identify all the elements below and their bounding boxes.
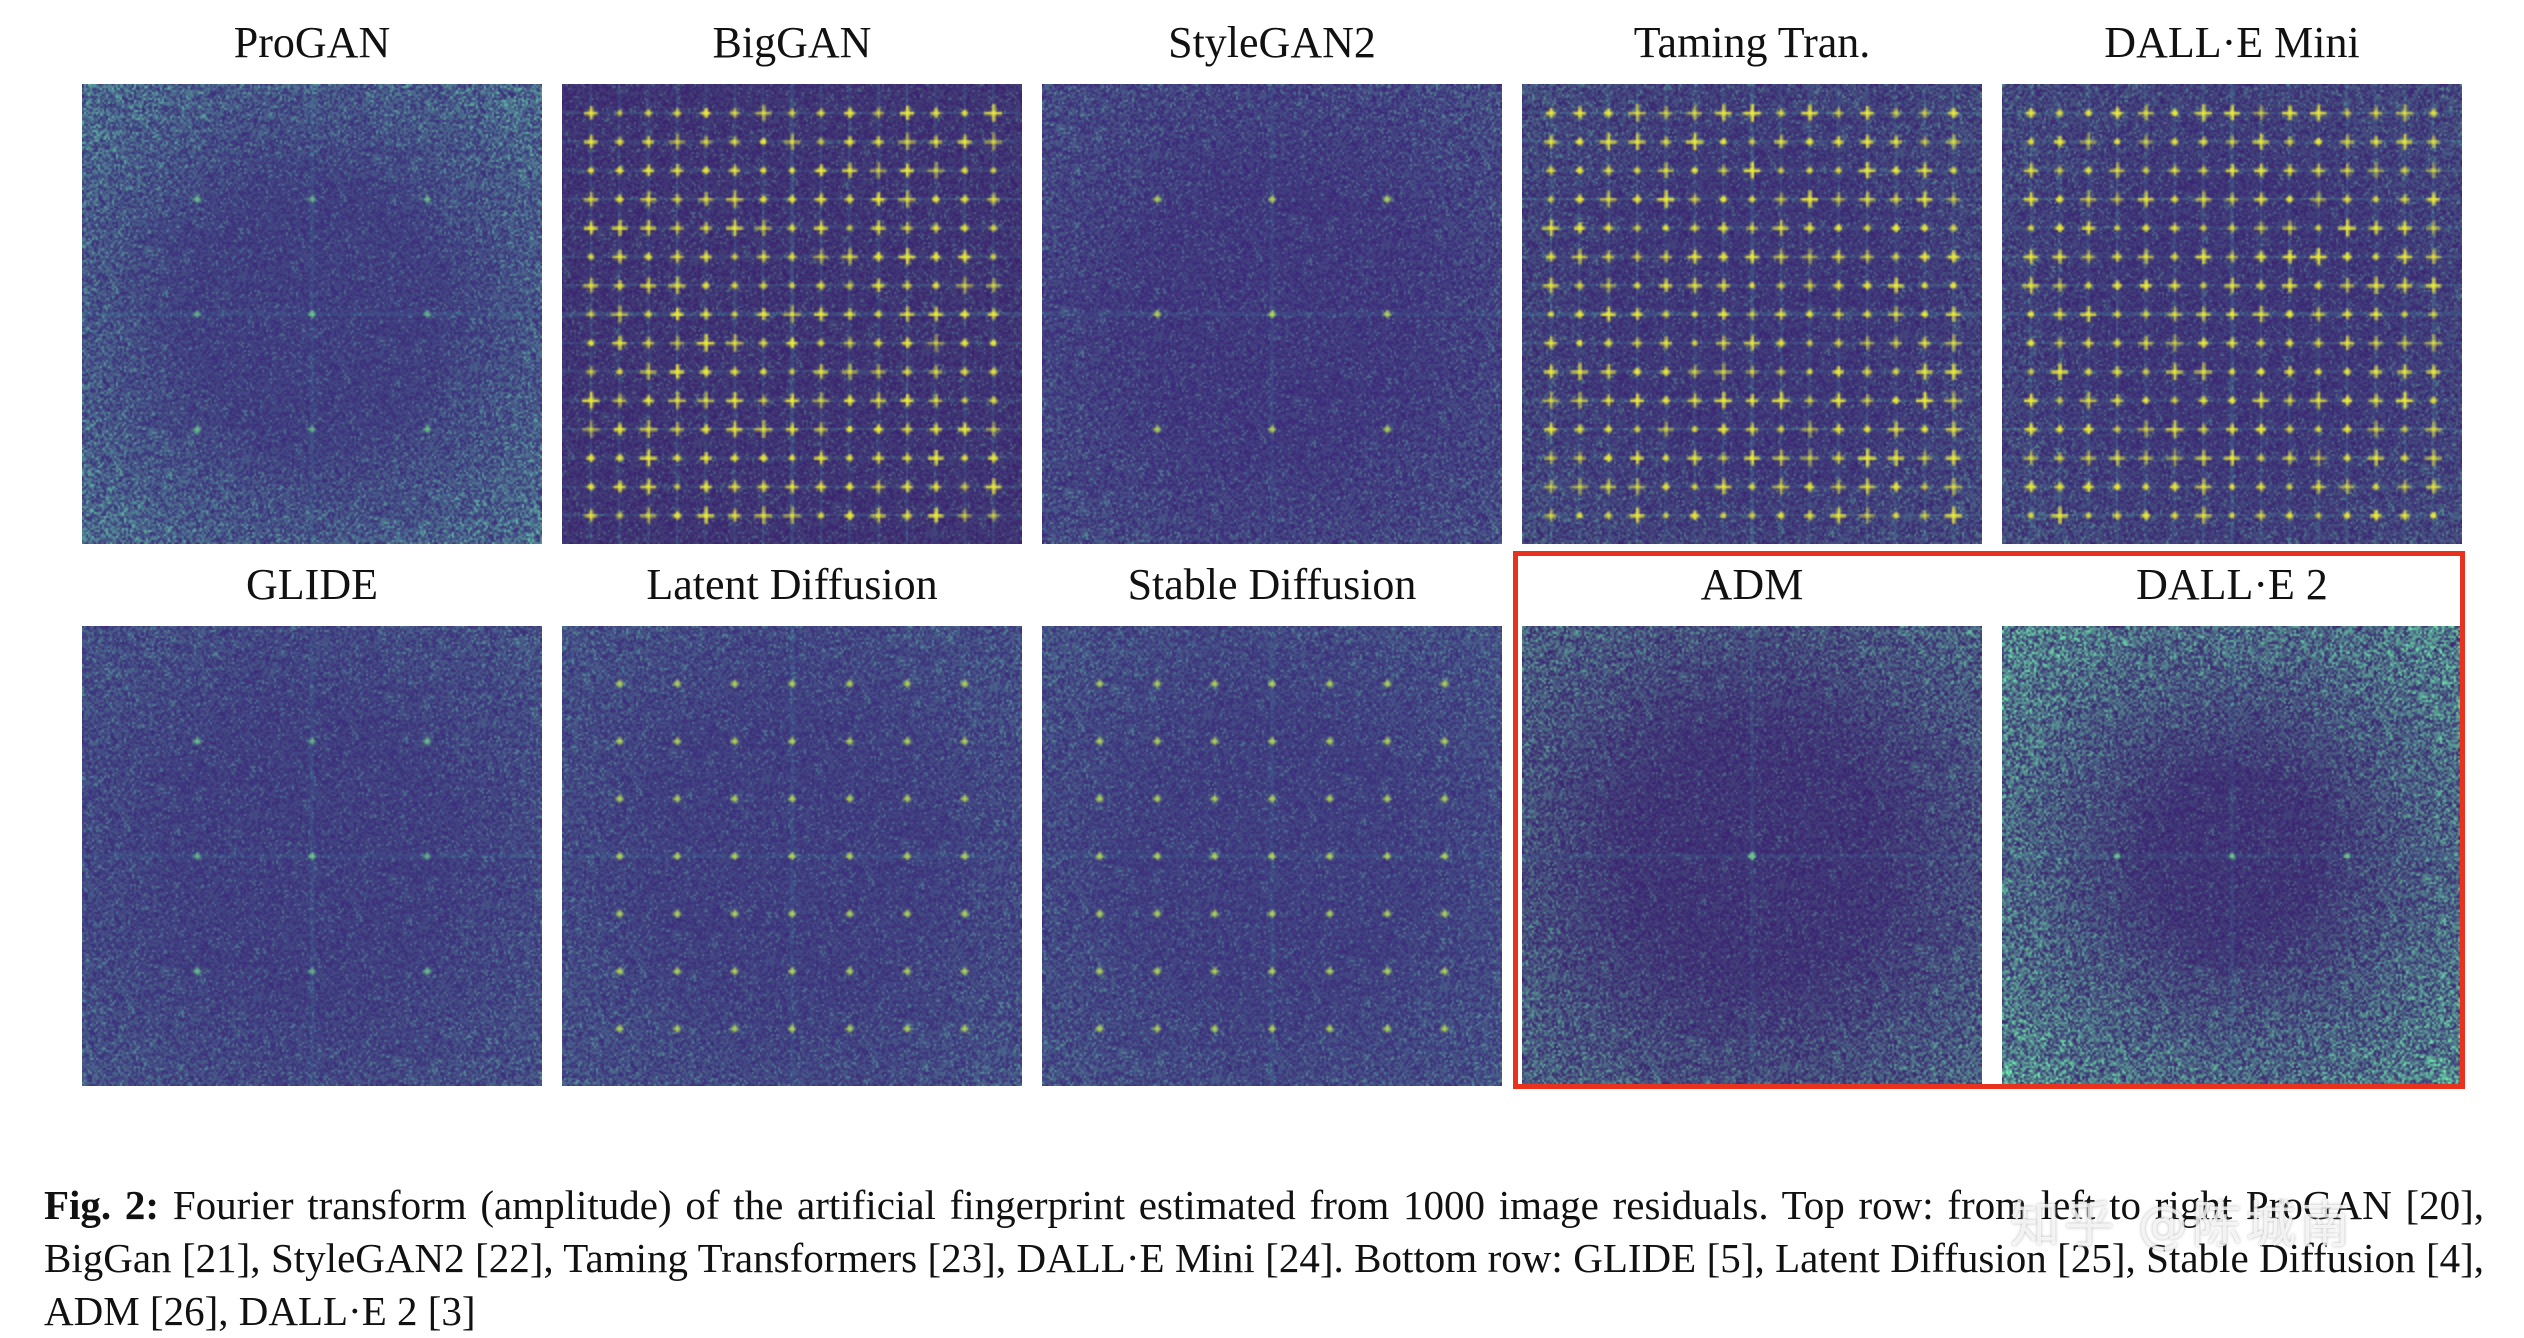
spectrum-panel: ProGAN [82, 8, 542, 548]
fourier-spectrum-image [1042, 84, 1502, 544]
spectrum-panel: Stable Diffusion [1042, 550, 1502, 1090]
spectrum-panel: StyleGAN2 [1042, 8, 1502, 548]
spectrum-panel: DALL·E Mini [2002, 8, 2462, 548]
fourier-spectrum-image [1522, 626, 1982, 1086]
spectrum-panel: Latent Diffusion [562, 550, 1022, 1090]
fourier-spectrum-image [2002, 626, 2462, 1086]
panel-title: DALL·E 2 [2136, 560, 2328, 609]
spectrum-panel: ADM [1522, 550, 1982, 1090]
spectrum-panel: BigGAN [562, 8, 1022, 548]
panel-title: Latent Diffusion [646, 560, 938, 609]
fourier-spectrum-image [1042, 626, 1502, 1086]
caption-text: Fourier transform (amplitude) of the art… [44, 1182, 2484, 1334]
fourier-spectrum-image [1522, 84, 1982, 544]
spectrum-panel: DALL·E 2 [2002, 550, 2462, 1090]
panel-title: Stable Diffusion [1127, 560, 1417, 609]
fourier-spectrum-image [2002, 84, 2462, 544]
fourier-spectrum-image [562, 626, 1022, 1086]
panel-title: DALL·E Mini [2104, 18, 2360, 67]
panel-title: StyleGAN2 [1168, 18, 1376, 67]
caption-label: Fig. 2: [44, 1182, 160, 1228]
panel-title: GLIDE [246, 560, 378, 609]
watermark: 知乎 @陈城南 [2010, 1196, 2354, 1254]
spectrum-panel: Taming Tran. [1522, 8, 1982, 548]
figure-caption: Fig. 2: Fourier transform (amplitude) of… [44, 1179, 2484, 1338]
fourier-spectrum-image [82, 626, 542, 1086]
panel-title: ProGAN [233, 18, 391, 67]
figure: ProGAN BigGAN StyleGAN2 Taming Tran. DALL·E … [82, 8, 2465, 1090]
fourier-spectrum-image [82, 84, 542, 544]
highlight-box [1513, 551, 2465, 1089]
spectrum-panel: GLIDE [82, 550, 542, 1090]
panel-title: BigGAN [712, 18, 872, 67]
fourier-spectrum-image [562, 84, 1022, 544]
panel-title: ADM [1700, 560, 1804, 609]
panel-title: Taming Tran. [1633, 18, 1871, 67]
